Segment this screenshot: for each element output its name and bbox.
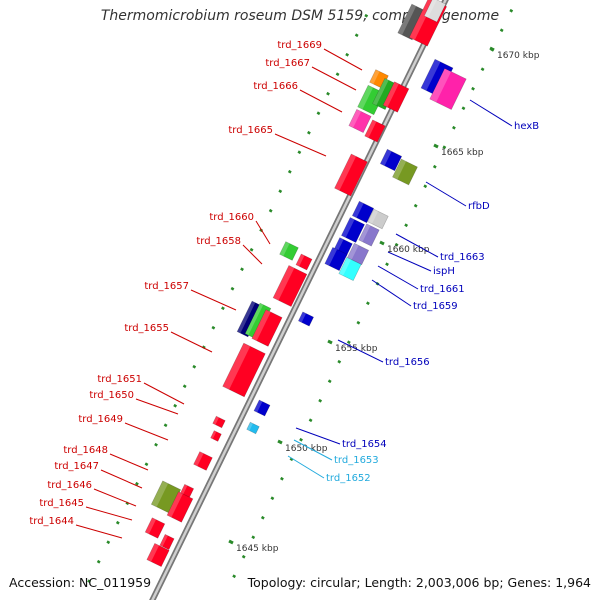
- gene-block: [379, 148, 403, 172]
- gene-block: [222, 342, 266, 398]
- gene-block: [159, 534, 175, 550]
- gene-block: [423, 0, 447, 23]
- gene-label-left: trd_1657: [144, 281, 189, 292]
- leader-line: [299, 89, 343, 113]
- map-title: Thermomicrobium roseum DSM 5159, complet…: [100, 8, 500, 24]
- leader-line: [143, 382, 185, 405]
- topology-text: Topology: circular; Length: 2,003,006 bp…: [247, 575, 591, 590]
- gene-block: [382, 81, 410, 113]
- leader-line: [293, 439, 333, 461]
- tick-marks: [87, 8, 514, 584]
- leader-line: [190, 289, 237, 311]
- gene-label-right: trd_1654: [342, 439, 387, 450]
- gene-block: [429, 68, 467, 110]
- leader-line: [124, 422, 169, 441]
- leader-line: [287, 455, 325, 479]
- gene-label-left: trd_1660: [209, 212, 254, 223]
- gene-label-right: trd_1656: [385, 357, 430, 368]
- leader-line: [425, 181, 467, 207]
- gene-block: [351, 200, 375, 224]
- leader-line: [295, 427, 341, 445]
- leader-line: [371, 279, 412, 307]
- gene-block: [341, 217, 365, 243]
- gene-label-right: hexB: [514, 121, 539, 132]
- leader-line: [323, 48, 363, 71]
- gene-label-left: trd_1649: [78, 414, 123, 425]
- gene-label-right: trd_1652: [326, 473, 371, 484]
- leader-line: [395, 233, 439, 258]
- scale-label: 1660 kbp: [387, 245, 430, 255]
- gene-block: [253, 399, 271, 417]
- gene-label-right: ispH: [433, 266, 455, 277]
- leader-line: [387, 251, 432, 272]
- scale-label: 1650 kbp: [285, 444, 328, 454]
- leader-line: [255, 220, 271, 245]
- gene-block: [166, 491, 194, 523]
- gene-block: [358, 223, 380, 247]
- gene-block: [279, 241, 299, 261]
- gene-block: [272, 265, 308, 307]
- gene-block: [146, 543, 170, 567]
- gene-label-left: trd_1651: [97, 374, 142, 385]
- gene-block: [193, 451, 213, 471]
- gene-features: [144, 0, 467, 567]
- gene-block: [295, 253, 313, 271]
- gene-label-left: trd_1665: [228, 125, 273, 136]
- gene-block: [346, 242, 370, 266]
- leader-line: [109, 453, 149, 471]
- gene-block: [348, 109, 372, 133]
- leader-line: [242, 244, 263, 265]
- gene-block: [246, 421, 260, 435]
- gene-label-right: trd_1661: [420, 284, 465, 295]
- gene-label-left: trd_1647: [54, 461, 99, 472]
- gene-block: [338, 257, 362, 281]
- gene-label-left: trd_1658: [196, 236, 241, 247]
- leader-line: [170, 331, 213, 353]
- gene-label-left: trd_1650: [89, 390, 134, 401]
- gene-label-left: trd_1644: [29, 516, 74, 527]
- gene-block: [236, 300, 264, 338]
- gene-label-left: trd_1648: [63, 445, 108, 456]
- leader-line: [85, 506, 133, 521]
- leader-line: [337, 339, 384, 363]
- gene-block: [324, 247, 348, 271]
- accession-text: Accession: NC_011959: [9, 575, 152, 590]
- gene-block: [210, 430, 222, 442]
- scale-label: 1670 kbp: [497, 51, 540, 61]
- left-gene-labels: trd_1669 trd_1667 trd_1666 trd_1665 trd_1660…: [29, 40, 363, 539]
- gene-label-left: trd_1669: [277, 40, 322, 51]
- gene-label-left: trd_1666: [253, 81, 298, 92]
- leader-line: [377, 265, 419, 290]
- gene-block: [392, 158, 418, 186]
- gene-label-left: trd_1646: [47, 480, 92, 491]
- right-gene-labels: hexB rfbD trd_1663 ispH trd_1661 trd_1659 trd_…: [287, 99, 539, 484]
- leader-line: [469, 99, 513, 127]
- gene-block: [364, 119, 386, 143]
- gene-label-right: trd_1663: [440, 252, 485, 263]
- scale-label: 1645 kbp: [236, 544, 279, 554]
- leader-line: [100, 469, 143, 489]
- leader-line: [135, 398, 179, 415]
- gene-block: [144, 517, 166, 539]
- gene-label-left: trd_1645: [39, 498, 84, 509]
- leader-line: [75, 524, 123, 539]
- gene-label-right: rfbD: [468, 201, 490, 212]
- scale-label: 1665 kbp: [441, 148, 484, 158]
- leader-line: [311, 66, 357, 91]
- gene-block: [251, 309, 283, 347]
- gene-block: [298, 311, 314, 327]
- leader-line: [93, 488, 137, 507]
- leader-line: [274, 133, 327, 157]
- gene-block: [367, 208, 389, 230]
- gene-block: [150, 480, 182, 514]
- gene-label-left: trd_1667: [265, 58, 310, 69]
- gene-block: [212, 415, 226, 429]
- gene-label-right: trd_1653: [334, 455, 379, 466]
- gene-block: [334, 153, 368, 197]
- gene-label-left: trd_1655: [124, 323, 169, 334]
- gene-label-right: trd_1659: [413, 301, 458, 312]
